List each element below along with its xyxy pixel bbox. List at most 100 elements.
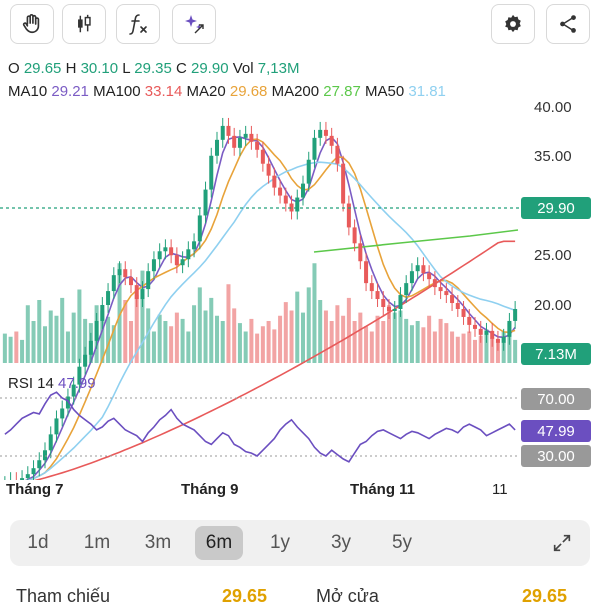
volume-bar xyxy=(157,314,162,363)
volume-bar xyxy=(249,318,254,363)
candle-body xyxy=(392,308,397,311)
sparkle-icon xyxy=(185,15,204,34)
volume-bar xyxy=(490,337,495,363)
volume-bar xyxy=(386,305,392,363)
reference-price-label: Tham chiếu xyxy=(16,586,111,606)
candle-body xyxy=(71,384,76,397)
share-button[interactable] xyxy=(546,4,590,44)
range-1d-button[interactable]: 1d xyxy=(27,532,49,553)
candle-body xyxy=(421,265,426,274)
price-axis-label: 20.00 xyxy=(534,297,572,314)
rsi-value: 47.99 xyxy=(58,375,96,392)
ma200-value: 27.87 xyxy=(323,83,361,100)
volume-bar xyxy=(295,291,300,363)
volume-bar xyxy=(472,339,478,363)
candle-body xyxy=(60,408,65,419)
x-axis-label: Tháng 7 xyxy=(6,481,64,498)
volume-bar xyxy=(14,331,19,363)
ma100-value: 33.14 xyxy=(144,83,183,100)
volume-bar xyxy=(100,310,105,363)
rsi-30-tag: 30.00 xyxy=(521,445,591,467)
volume-bars xyxy=(2,263,518,363)
volume-bar xyxy=(37,300,42,363)
volume-bar xyxy=(306,287,311,363)
candle-body xyxy=(111,275,116,292)
ma20-value: 29.68 xyxy=(229,83,268,100)
range-6m-button[interactable]: 6m xyxy=(195,526,243,560)
open-price-value: 29.65 xyxy=(522,586,568,606)
volume-bar xyxy=(278,315,283,363)
candle-body xyxy=(151,259,156,272)
fullscreen-button[interactable] xyxy=(538,526,586,560)
volume-bar xyxy=(432,331,437,363)
candle-body xyxy=(490,330,495,339)
volume-label: Vol xyxy=(232,60,254,77)
volume-bar xyxy=(438,318,443,363)
candle-body xyxy=(203,189,208,216)
volume-tag: 7.13M xyxy=(521,343,591,365)
price-axis-label: 35.00 xyxy=(534,148,572,165)
ma20-line xyxy=(26,138,516,480)
candle-body xyxy=(197,215,202,242)
range-5y-button[interactable]: 5y xyxy=(391,532,413,553)
volume-bar xyxy=(54,315,59,363)
volume-bar xyxy=(415,321,420,363)
candle-body xyxy=(77,366,82,385)
range-3m-button[interactable]: 3m xyxy=(144,532,172,553)
candle-body xyxy=(180,259,185,266)
candlesticks xyxy=(4,117,518,480)
price-chart[interactable] xyxy=(0,100,600,480)
volume-bar xyxy=(60,297,65,363)
candle-body xyxy=(300,183,306,198)
candle-body xyxy=(140,289,145,300)
volume-bar xyxy=(358,312,363,363)
toolbar xyxy=(0,0,600,48)
volume-bar xyxy=(312,263,317,363)
candle-body xyxy=(174,255,179,266)
candle-body xyxy=(220,125,225,140)
volume-bar xyxy=(461,333,466,363)
candle-body xyxy=(209,155,214,190)
moving-average-lines xyxy=(24,136,519,480)
candle-body xyxy=(484,330,489,335)
candle-body xyxy=(381,299,386,307)
volume-bar xyxy=(214,315,220,363)
volume-bar xyxy=(226,284,231,363)
volume-bar xyxy=(318,300,323,363)
range-1y-button[interactable]: 1y xyxy=(269,532,291,553)
volume-bar xyxy=(151,331,156,363)
volume-bar xyxy=(266,321,271,363)
candle-body xyxy=(513,308,518,321)
candle-body xyxy=(507,320,512,337)
volume-bar xyxy=(123,300,128,363)
expand-icon xyxy=(553,534,571,552)
candle-body xyxy=(31,468,36,475)
hand-tool-button[interactable] xyxy=(10,4,54,44)
candle-body xyxy=(427,273,432,280)
range-3y-button[interactable]: 3y xyxy=(330,532,352,553)
candle-body xyxy=(461,308,466,317)
volume-bar xyxy=(134,294,139,363)
candle-body xyxy=(444,291,449,296)
volume-bar xyxy=(421,327,426,363)
reference-price-value: 29.65 xyxy=(222,586,268,606)
ma100-label: MA100 xyxy=(93,83,141,100)
ai-tools-button[interactable] xyxy=(172,4,216,44)
range-1m-button[interactable]: 1m xyxy=(83,532,111,553)
volume-bar xyxy=(180,318,185,363)
high-value: 30.10 xyxy=(80,60,119,77)
candle-body xyxy=(83,354,88,367)
candle-body xyxy=(157,251,162,260)
volume-bar xyxy=(20,339,25,363)
volume-bar xyxy=(289,310,294,363)
settings-button[interactable] xyxy=(491,4,535,44)
candle-body xyxy=(478,328,483,335)
volume-bar xyxy=(450,331,455,363)
volume-bar xyxy=(243,331,248,363)
indicators-button[interactable] xyxy=(116,4,160,44)
volume-bar xyxy=(381,321,386,363)
volume-value: 7,13M xyxy=(257,60,300,77)
volume-bar xyxy=(192,305,197,363)
volume-bar xyxy=(329,321,334,363)
chart-type-button[interactable] xyxy=(62,4,106,44)
